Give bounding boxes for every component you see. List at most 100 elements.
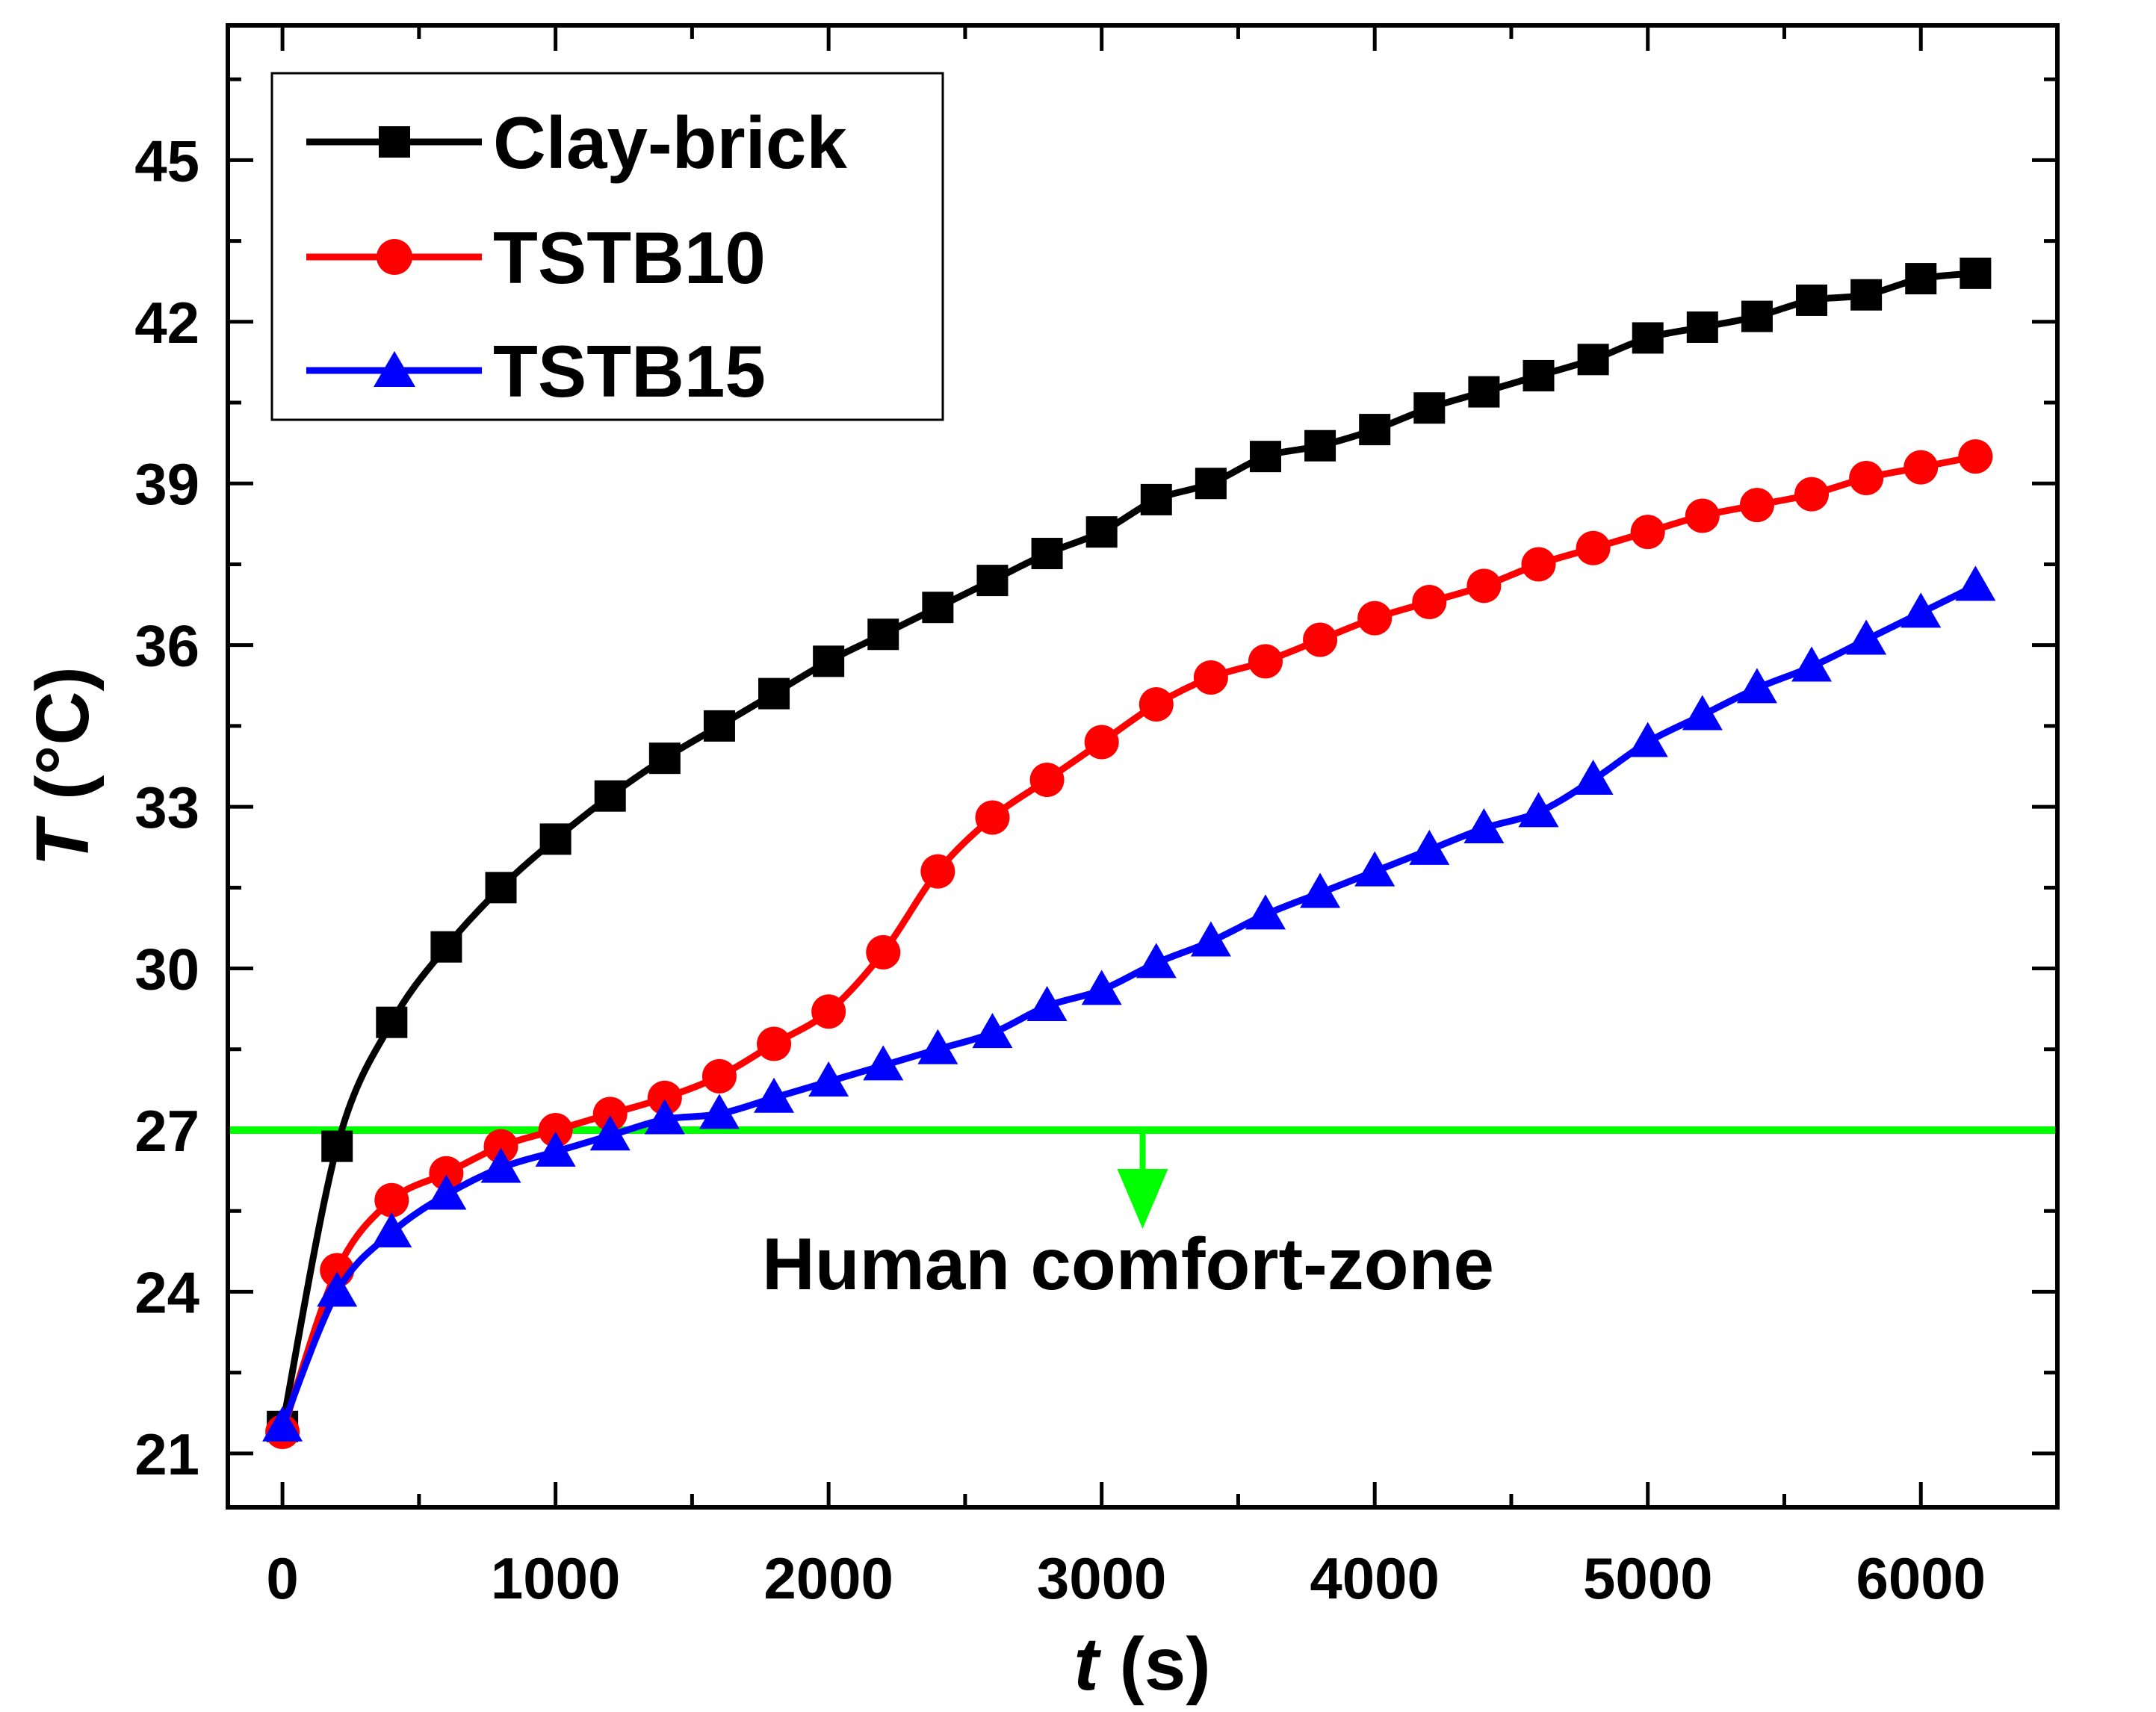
point-clay-brick (1522, 359, 1555, 391)
point-tstb10 (866, 934, 901, 970)
point-clay-brick (758, 677, 790, 710)
legend-label-clay-brick: Clay-brick (493, 102, 847, 184)
legend-entry-tstb10: TSTB10 (306, 217, 766, 299)
point-tstb10 (483, 1129, 518, 1164)
point-clay-brick (1796, 284, 1828, 316)
point-clay-brick (813, 645, 845, 677)
comfort-line-group (228, 1126, 2057, 1229)
x-tick-labels: 0 1000 2000 3000 4000 5000 6000 (266, 1545, 1986, 1611)
point-tstb15 (1955, 565, 1996, 601)
point-clay-brick (1960, 257, 1992, 289)
point-clay-brick (1195, 468, 1227, 500)
point-tstb10 (1521, 547, 1556, 582)
legend-label-tstb15: TSTB15 (493, 330, 766, 412)
point-clay-brick (1304, 429, 1336, 462)
point-tstb10 (1412, 584, 1447, 619)
point-tstb15 (1354, 851, 1395, 887)
y-axis-var: T (21, 815, 105, 866)
point-tstb15 (426, 1174, 467, 1210)
point-clay-brick (376, 1006, 408, 1038)
point-clay-brick (321, 1130, 353, 1162)
point-tstb10 (1303, 622, 1338, 657)
point-tstb15 (754, 1077, 795, 1113)
point-tstb15 (972, 1013, 1013, 1049)
comfort-zone-label: Human comfort-zone (762, 1223, 1494, 1305)
point-tstb15 (1573, 760, 1614, 795)
point-clay-brick (1632, 322, 1664, 354)
point-tstb10 (920, 854, 955, 889)
y-tick-label: 30 (134, 937, 199, 1002)
point-tstb10 (975, 800, 1010, 835)
point-tstb10 (701, 1058, 737, 1094)
y-tick-label: 33 (134, 775, 199, 840)
point-tstb10 (811, 994, 846, 1029)
point-clay-brick (539, 823, 571, 855)
point-clay-brick (1850, 279, 1883, 311)
series-line-tstb10 (279, 453, 1977, 1433)
point-tstb10 (1193, 660, 1228, 695)
point-clay-brick (1413, 392, 1446, 424)
point-tstb15 (535, 1131, 576, 1167)
y-tick-label: 27 (134, 1098, 199, 1164)
point-tstb10 (1029, 763, 1065, 798)
y-tick-label: 45 (134, 128, 199, 193)
point-tstb15 (1736, 668, 1777, 704)
y-tick-label: 36 (134, 613, 199, 679)
point-tstb15 (1136, 943, 1177, 978)
point-tstb15 (1627, 722, 1668, 757)
x-axis-var: t (1074, 1622, 1101, 1706)
point-tstb15 (698, 1094, 740, 1129)
down-arrow-icon (1117, 1168, 1168, 1229)
point-clay-brick (867, 618, 899, 651)
y-tick-label: 42 (134, 290, 199, 356)
point-tstb10 (538, 1112, 573, 1147)
y-axis-title: T (°C) (21, 666, 105, 866)
y-tick-label: 21 (134, 1421, 199, 1487)
point-tstb15 (808, 1061, 849, 1097)
point-tstb10 (1849, 461, 1884, 496)
point-tstb15 (1190, 921, 1231, 957)
point-tstb15 (1300, 872, 1341, 908)
point-clay-brick (1359, 414, 1391, 446)
x-tick-label: 3000 (1037, 1545, 1167, 1611)
point-tstb15 (262, 1406, 303, 1442)
point-tstb10 (1576, 530, 1611, 565)
point-tstb10 (1958, 439, 1993, 474)
legend-entry-tstb15: TSTB15 (306, 330, 766, 412)
point-tstb10 (1248, 644, 1283, 679)
point-tstb15 (317, 1271, 358, 1307)
point-clay-brick (430, 931, 462, 963)
point-clay-brick (976, 565, 1009, 597)
legend-marker-triangle (374, 351, 415, 387)
point-clay-brick (1031, 538, 1063, 570)
point-clay-brick (1741, 300, 1773, 332)
point-clay-brick (648, 742, 681, 775)
x-axis-title: t (s) (1074, 1622, 1210, 1706)
x-tick-label: 2000 (763, 1545, 893, 1611)
legend-label-tstb10: TSTB10 (493, 217, 766, 299)
legend: Clay-brick TSTB10 TSTB15 (270, 72, 944, 421)
point-tstb15 (1245, 894, 1286, 930)
point-clay-brick (1140, 483, 1172, 515)
x-tick-label: 5000 (1583, 1545, 1713, 1611)
point-tstb10 (1794, 477, 1830, 512)
point-tstb10 (1685, 498, 1720, 533)
point-clay-brick (594, 780, 626, 812)
x-tick-label: 4000 (1310, 1545, 1440, 1611)
x-tick-label: 6000 (1856, 1545, 1986, 1611)
point-tstb10 (1903, 450, 1939, 485)
legend-entry-clay-brick: Clay-brick (306, 102, 847, 184)
legend-marker-square (379, 126, 410, 158)
point-tstb15 (1409, 829, 1450, 865)
point-tstb15 (863, 1045, 904, 1081)
point-clay-brick (1577, 344, 1609, 376)
point-tstb10 (1630, 515, 1665, 550)
plot-frame (226, 23, 2060, 1510)
point-clay-brick (485, 872, 517, 904)
point-tstb15 (1682, 695, 1723, 731)
point-tstb15 (480, 1147, 521, 1183)
point-tstb15 (644, 1099, 685, 1135)
y-axis-unit: (°C) (21, 666, 105, 821)
point-tstb15 (1463, 807, 1505, 843)
x-axis-unit: (s) (1099, 1622, 1211, 1706)
